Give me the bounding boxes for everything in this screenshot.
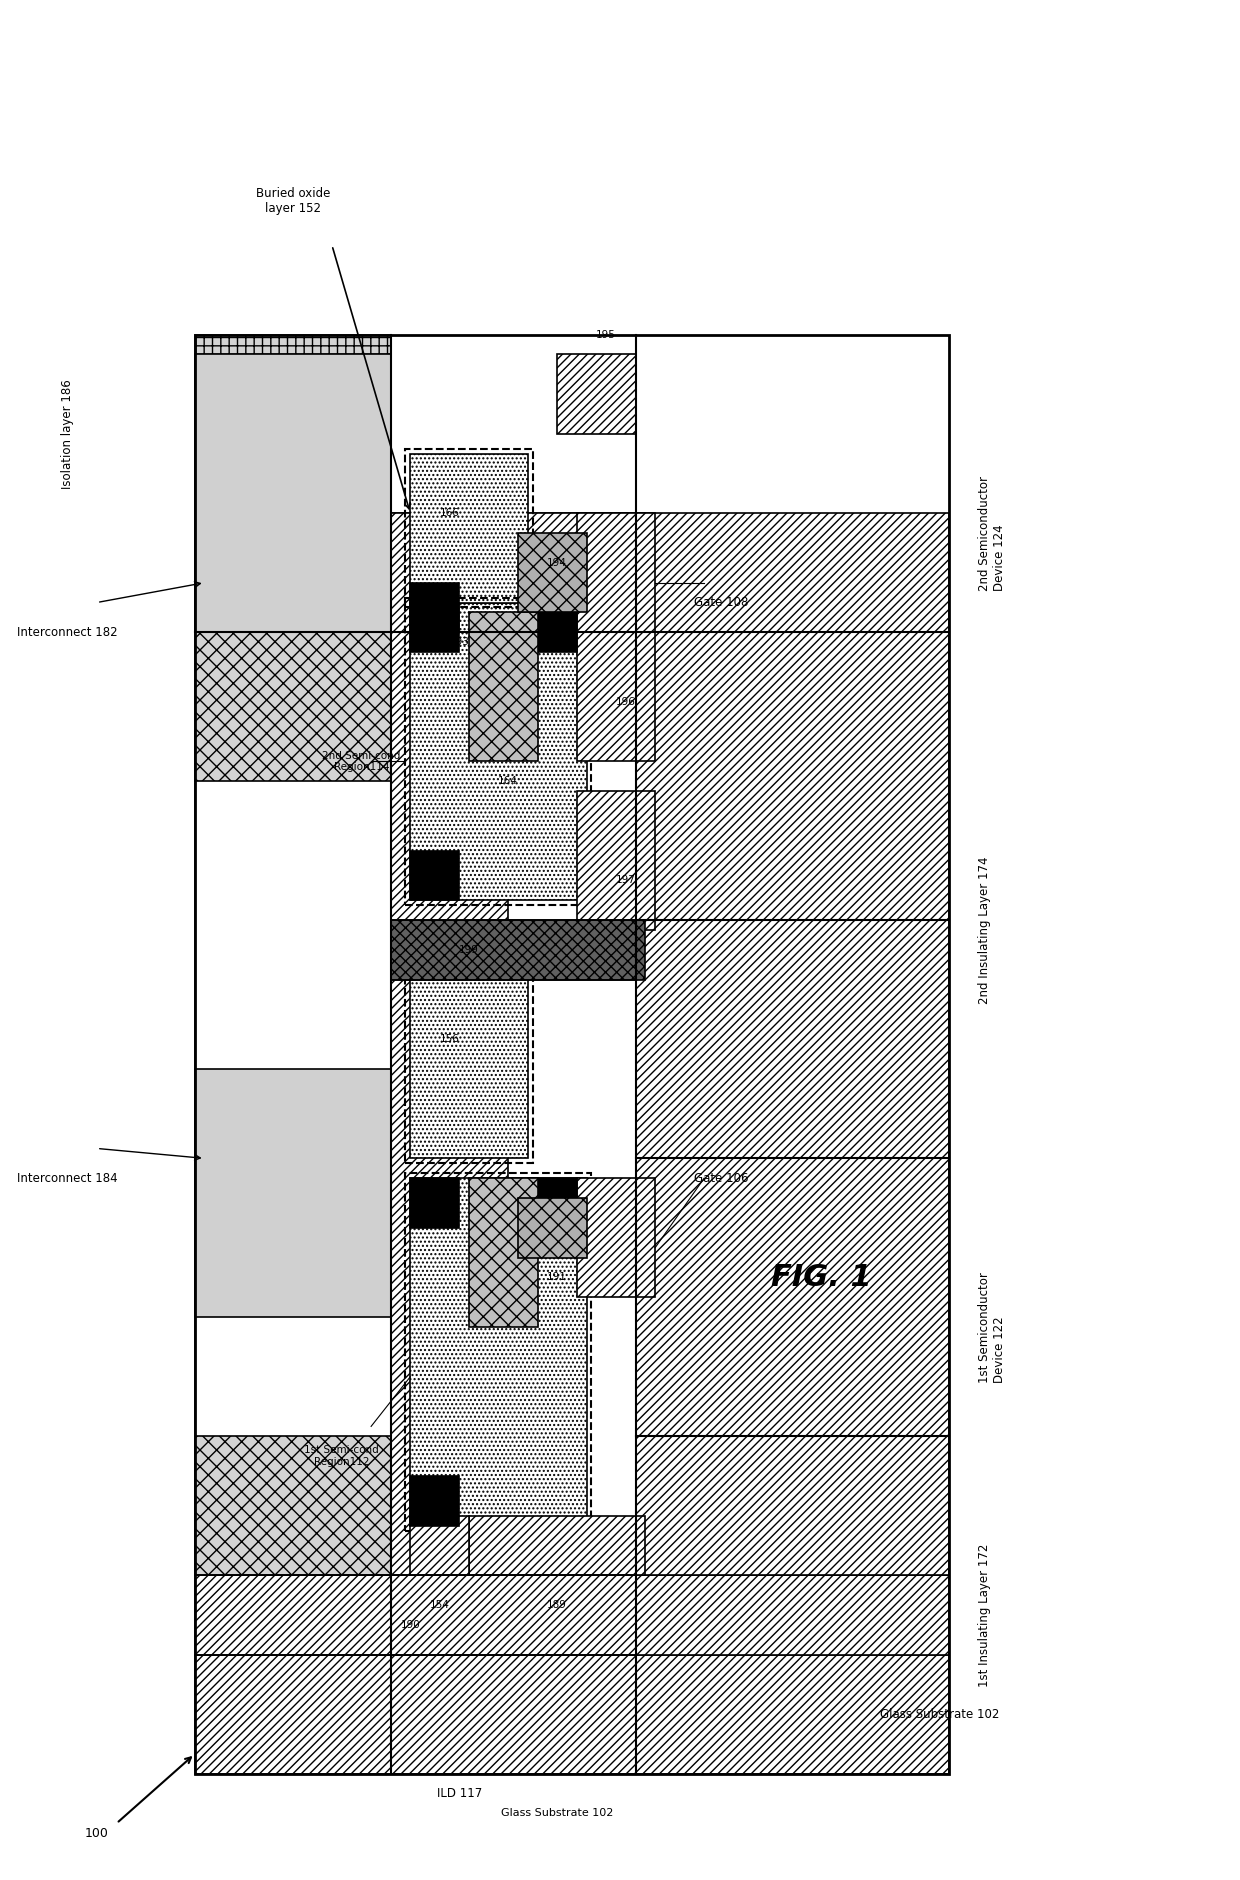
- Text: FIG. 1: FIG. 1: [771, 1263, 872, 1292]
- Text: 156: 156: [439, 1034, 459, 1043]
- Text: 197: 197: [616, 876, 636, 885]
- Bar: [577, 791, 655, 931]
- Text: 100: 100: [84, 1827, 109, 1841]
- Bar: [410, 1179, 459, 1228]
- Bar: [195, 1575, 949, 1654]
- Text: 190: 190: [401, 1621, 420, 1630]
- Bar: [410, 1476, 459, 1527]
- Bar: [518, 1198, 587, 1258]
- Text: Buried oxide
layer 152: Buried oxide layer 152: [255, 188, 330, 216]
- Text: Gate 106: Gate 106: [694, 1171, 749, 1184]
- Bar: [410, 583, 459, 632]
- Bar: [195, 731, 949, 1575]
- Bar: [195, 632, 391, 782]
- Text: 189: 189: [547, 1600, 567, 1609]
- Bar: [410, 961, 528, 1158]
- Bar: [195, 353, 391, 632]
- Text: 193: 193: [449, 637, 469, 647]
- Bar: [391, 919, 645, 979]
- Bar: [636, 632, 949, 1575]
- Bar: [410, 602, 587, 901]
- Text: 1st Insulating Layer 172: 1st Insulating Layer 172: [978, 1543, 992, 1686]
- Text: 166: 166: [439, 508, 459, 519]
- Text: Interconnect 184: Interconnect 184: [17, 1171, 118, 1184]
- Bar: [469, 1515, 645, 1575]
- Bar: [195, 1436, 391, 1575]
- Text: 1st Semi-cond
Region112: 1st Semi-cond Region112: [304, 1446, 379, 1466]
- Bar: [195, 1654, 949, 1775]
- Text: Glass Substrate 102: Glass Substrate 102: [501, 1809, 614, 1818]
- Bar: [410, 850, 459, 901]
- Bar: [469, 613, 538, 761]
- Bar: [528, 1179, 577, 1228]
- Bar: [577, 1179, 655, 1297]
- Bar: [577, 632, 655, 761]
- Bar: [410, 602, 459, 652]
- Text: 194: 194: [547, 558, 567, 568]
- Text: Glass Substrate 102: Glass Substrate 102: [880, 1707, 999, 1720]
- Text: 196: 196: [616, 697, 636, 707]
- Text: 2nd Insulating Layer 174: 2nd Insulating Layer 174: [978, 855, 992, 1004]
- Bar: [410, 1179, 587, 1527]
- Bar: [195, 335, 949, 1775]
- Text: Gate 108: Gate 108: [694, 596, 749, 609]
- Bar: [410, 453, 528, 602]
- Text: 2nd Semi-cond
Region114: 2nd Semi-cond Region114: [322, 750, 401, 773]
- Text: Isolation layer 186: Isolation layer 186: [61, 380, 74, 489]
- Bar: [195, 335, 391, 632]
- Text: 191: 191: [547, 1273, 567, 1282]
- Bar: [528, 602, 577, 652]
- Text: 154: 154: [430, 1600, 450, 1609]
- Text: 1st Semiconductor
Device 122: 1st Semiconductor Device 122: [978, 1271, 1007, 1382]
- Bar: [195, 1070, 391, 1318]
- Bar: [391, 513, 645, 632]
- Bar: [391, 632, 508, 1575]
- Bar: [557, 353, 636, 434]
- Bar: [195, 513, 949, 632]
- Bar: [577, 513, 655, 632]
- Bar: [518, 534, 587, 613]
- Text: ILD 117: ILD 117: [436, 1788, 482, 1801]
- Text: 195: 195: [596, 329, 616, 340]
- Text: Interconnect 182: Interconnect 182: [17, 626, 118, 639]
- Bar: [469, 1179, 538, 1327]
- Text: 164: 164: [498, 776, 518, 786]
- Bar: [410, 1515, 469, 1575]
- Text: 199: 199: [459, 946, 479, 955]
- Text: 2nd Semiconductor
Device 124: 2nd Semiconductor Device 124: [978, 476, 1007, 590]
